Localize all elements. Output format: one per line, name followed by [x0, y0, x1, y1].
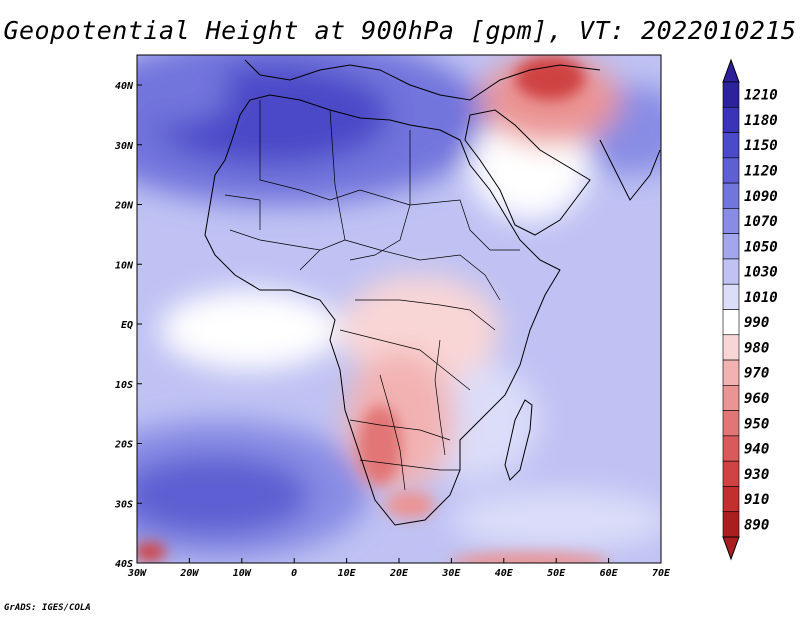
chart-title: Geopotential Height at 900hPa [gpm], VT:… — [3, 16, 797, 45]
colorbar-label: 930 — [744, 467, 769, 483]
credit-text: GrADS: IGES/COLA — [4, 603, 91, 613]
africa-coastline — [204, 94, 561, 526]
y-tick-label: 20S — [114, 440, 133, 451]
colorbar-label: 1180 — [744, 113, 778, 129]
colorbar-swatch — [722, 460, 740, 487]
colorbar-swatch — [722, 334, 740, 361]
colorbar-label: 990 — [744, 315, 769, 331]
colorbar-label: 1030 — [744, 265, 778, 281]
x-tick-label: 0 — [291, 568, 297, 579]
y-tick-label: 40S — [115, 559, 133, 570]
colorbar-swatch — [722, 106, 740, 133]
y-tick-label: EQ — [121, 320, 133, 331]
colorbar-label: 980 — [744, 340, 769, 356]
colorbar-swatch — [722, 81, 740, 108]
europe-coast — [244, 59, 601, 101]
colorbar-label: 1050 — [744, 239, 778, 255]
madagascar-coast — [504, 399, 533, 481]
y-tick-label: 30S — [114, 499, 133, 510]
colorbar-swatch — [722, 283, 740, 310]
colorbar-label: 1010 — [744, 290, 778, 306]
colorbar-label: 950 — [744, 416, 769, 432]
y-tick-label: 40N — [115, 81, 134, 92]
colorbar-swatch — [722, 182, 740, 209]
colorbar-label: 890 — [744, 517, 769, 533]
colorbar-label: 940 — [744, 442, 769, 458]
y-axis-ticks: 40N 30N 20N 10N EQ 10S 20S 30S 40S — [114, 81, 142, 570]
colorbar-swatch — [722, 208, 740, 234]
colorbar-swatch — [722, 410, 740, 437]
colorbar-bottom-arrow — [722, 536, 740, 561]
x-axis-ticks: 30W 20W 10W 0 10E 20E 30E 40E 50E 60E 70E — [127, 558, 671, 579]
x-tick-label: 30E — [441, 568, 461, 579]
colorbar-label: 1090 — [744, 189, 778, 205]
colorbar: 1210 1180 1150 1120 1090 1070 1050 1030 1010 990 9… — [722, 58, 778, 561]
y-tick-label: 10N — [115, 260, 134, 271]
x-tick-label: 60E — [600, 568, 619, 579]
colorbar-swatch — [722, 486, 740, 513]
colorbar-swatch — [722, 258, 740, 285]
y-tick-label: 10S — [115, 380, 133, 391]
colorbar-label: 1150 — [744, 138, 778, 154]
x-tick-label: 30W — [127, 568, 147, 579]
colorbar-label: 910 — [744, 492, 769, 508]
colorbar-swatch — [722, 359, 740, 386]
y-tick-label: 30N — [114, 141, 134, 152]
colorbar-label: 1210 — [744, 88, 778, 104]
colorbar-swatch — [722, 511, 740, 538]
colorbar-label: 1070 — [744, 214, 778, 230]
colorbar-label: 970 — [744, 366, 769, 382]
x-tick-label: 70E — [652, 568, 671, 579]
x-tick-label: 20W — [179, 568, 199, 579]
india-coast — [599, 139, 661, 201]
arabia-coast — [464, 109, 591, 236]
colorbar-swatch — [722, 233, 740, 260]
colorbar-swatch — [722, 309, 740, 336]
x-tick-label: 10W — [233, 568, 252, 579]
map-field — [137, 55, 661, 563]
colorbar-label: 1120 — [744, 163, 778, 179]
colorbar-swatch — [722, 132, 740, 159]
country-borders — [224, 100, 520, 491]
x-tick-label: 20E — [389, 568, 409, 579]
y-tick-label: 20N — [114, 201, 134, 212]
colorbar-top-arrow — [722, 58, 740, 83]
colorbar-swatch — [722, 385, 740, 411]
colorbar-label: 960 — [744, 391, 769, 407]
colorbar-swatch — [722, 157, 740, 184]
x-tick-label: 10E — [338, 568, 357, 579]
colorbar-swatch — [722, 435, 740, 462]
x-tick-label: 50E — [547, 568, 566, 579]
x-tick-label: 40E — [495, 568, 514, 579]
